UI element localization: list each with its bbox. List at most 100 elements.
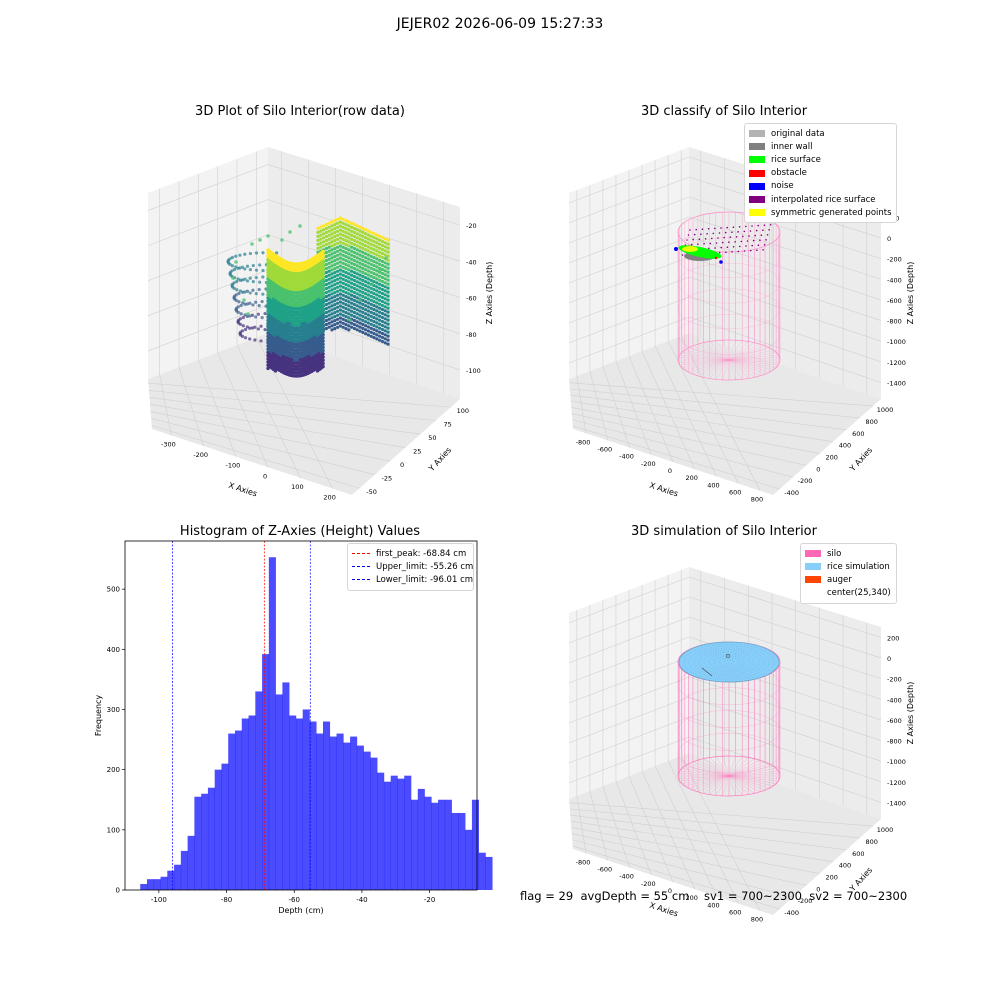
raw-data-point (330, 232, 334, 236)
classify-silo-floor-spoke (688, 347, 730, 361)
raw-data-point (372, 292, 376, 296)
raw-data-point (338, 280, 342, 284)
histogram-bar (451, 812, 459, 890)
raw-data-point (358, 257, 362, 261)
raw-data-point (350, 241, 354, 245)
raw-data-point (372, 312, 376, 316)
simulation-silo-floor-spoke (728, 775, 779, 782)
raw-data-point (375, 321, 379, 325)
raw-data-point (375, 337, 379, 341)
raw-data-point (366, 269, 370, 273)
raw-data-point (245, 264, 250, 268)
histogram-bar (235, 730, 243, 890)
raw-data-point (321, 281, 325, 286)
raw-data-point (344, 243, 348, 247)
raw-data-point (341, 261, 345, 265)
raw-z-tick-label: -40 (466, 258, 477, 266)
raw-data-point (344, 279, 348, 283)
simulation-grid-y (569, 808, 860, 839)
classify-z-axis-label: Z Axies (Depth) (906, 262, 915, 325)
raw-data-point (316, 234, 320, 238)
raw-data-point (352, 298, 356, 303)
classify-y-axis-label: Y Axies (847, 446, 874, 474)
simulation-silo-floor-spoke (697, 775, 730, 793)
raw-data-point (321, 329, 325, 334)
raw-data-point (254, 315, 258, 319)
simulation-grid-z-wall (688, 616, 882, 679)
interpolated-point (708, 247, 710, 250)
raw-data-point (350, 269, 354, 273)
raw-data-point (361, 254, 365, 258)
raw-data-point (333, 319, 337, 323)
raw-data-point (372, 280, 376, 284)
classify-grid-y (572, 425, 780, 490)
raw-grid-y (150, 411, 391, 462)
raw-data-point (366, 285, 370, 289)
raw-data-point (355, 244, 359, 248)
raw-data-point (321, 259, 325, 263)
histogram-bar (194, 796, 202, 890)
raw-data-point (369, 258, 373, 262)
raw-data-point (383, 253, 387, 257)
raw-data-point (358, 293, 362, 297)
raw-data-point (378, 258, 382, 262)
raw-data-point (372, 316, 376, 320)
raw-data-point (336, 285, 340, 289)
raw-data-point (361, 306, 365, 310)
raw-data-point (350, 325, 354, 329)
classify-silo-floor-spoke (722, 340, 730, 361)
raw-data-point (380, 279, 384, 284)
histogram-bar (323, 721, 331, 890)
raw-data-point (355, 260, 359, 264)
classify-y-tick-label: 800 (865, 418, 877, 426)
raw-data-point (324, 274, 328, 279)
classify-legend-label: interpolated rice surface (771, 194, 876, 205)
raw-data-point (344, 259, 348, 263)
raw-data-point (361, 278, 365, 282)
raw-data-point (350, 261, 354, 265)
raw-data-point (355, 328, 359, 332)
interpolated-point (717, 237, 719, 239)
raw-data-point (327, 309, 331, 313)
raw-data-point (383, 289, 387, 293)
classify-silo-floor-spoke (728, 342, 755, 361)
simulation-z-tick-label: -1400 (887, 799, 906, 807)
raw-data-point (330, 240, 334, 244)
raw-data-point (358, 233, 362, 237)
raw-data-point (364, 288, 368, 292)
raw-data-point (347, 252, 351, 256)
raw-data-point (383, 285, 387, 289)
histogram-bar (207, 787, 215, 890)
raw-data-point (327, 221, 331, 225)
raw-data-point (386, 274, 390, 278)
raw-data-point (355, 296, 359, 300)
raw-data-point (350, 301, 354, 305)
raw-data-point (383, 337, 387, 341)
raw-x-tick-label: 100 (291, 483, 303, 491)
simulation-silo-floor-spoke (728, 756, 743, 777)
raw-data-point (361, 234, 365, 238)
raw-data-point (386, 270, 390, 274)
raw-data-point (361, 230, 365, 234)
raw-data-point (369, 326, 373, 330)
raw-data-point (250, 313, 254, 317)
raw-data-point (321, 320, 325, 324)
raw-data-point (350, 253, 354, 257)
simulation-silo-floor-spoke (728, 768, 777, 777)
raw-data-point (361, 286, 365, 290)
raw-data-point (364, 272, 368, 276)
classify-silo-floor-spoke (728, 359, 779, 366)
simulation-z-tick-label: -1200 (887, 779, 906, 787)
raw-data-point (341, 297, 345, 301)
raw-data-point (324, 286, 328, 291)
raw-data-point (236, 277, 240, 281)
raw-z-tick-label: -60 (466, 295, 477, 303)
raw-data-point (350, 309, 354, 313)
raw-data-point (380, 239, 384, 244)
raw-data-point (324, 230, 328, 235)
raw-data-point (361, 274, 365, 278)
raw-data-point (364, 228, 368, 232)
classify-point-cloud (674, 224, 772, 264)
classify-z-tick-label: -600 (887, 297, 902, 305)
raw-data-point (350, 233, 354, 237)
